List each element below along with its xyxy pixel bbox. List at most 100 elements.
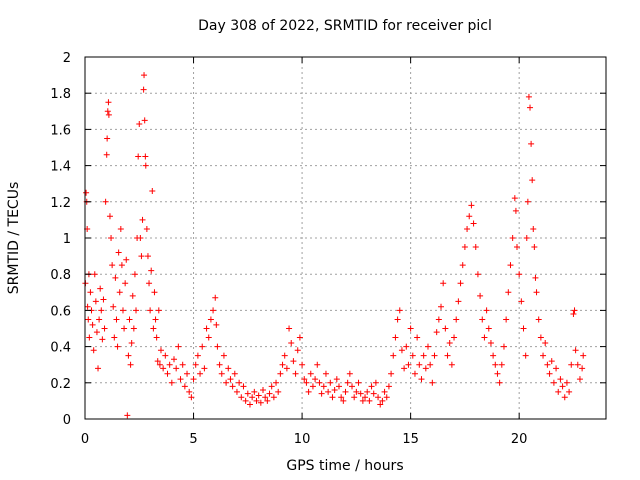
data-point — [470, 220, 477, 227]
data-point — [106, 213, 113, 220]
data-point — [127, 361, 134, 368]
data-point — [223, 379, 230, 386]
data-point — [286, 325, 293, 332]
x-tick-label: 10 — [294, 432, 311, 447]
data-point — [160, 365, 167, 372]
data-point — [268, 383, 275, 390]
data-point — [142, 153, 149, 160]
data-point — [403, 343, 410, 350]
data-point — [151, 289, 158, 296]
data-point — [244, 390, 251, 397]
data-point — [95, 365, 102, 372]
data-point — [530, 225, 537, 232]
data-point — [364, 388, 371, 395]
data-point — [327, 379, 334, 386]
data-point — [579, 365, 586, 372]
data-point — [531, 244, 538, 251]
data-point — [184, 370, 191, 377]
data-point — [257, 399, 264, 406]
x-tick-label: 5 — [189, 432, 197, 447]
data-point — [162, 352, 169, 359]
data-point — [307, 370, 314, 377]
data-point — [309, 383, 316, 390]
data-point — [114, 343, 121, 350]
y-tick-label: 1.6 — [50, 123, 71, 138]
data-point — [240, 383, 247, 390]
data-point — [213, 321, 220, 328]
data-point — [513, 244, 520, 251]
y-tick-label: 1 — [63, 232, 71, 247]
data-point — [409, 352, 416, 359]
data-point — [455, 298, 462, 305]
data-point — [305, 388, 312, 395]
data-point — [372, 379, 379, 386]
data-point — [199, 343, 206, 350]
data-point — [131, 271, 138, 278]
data-point — [542, 339, 549, 346]
data-point — [394, 316, 401, 323]
data-point — [383, 394, 390, 401]
data-point — [168, 379, 175, 386]
x-tick-label: 15 — [402, 432, 419, 447]
data-point — [220, 352, 227, 359]
data-point — [128, 339, 135, 346]
data-point — [344, 379, 351, 386]
data-point — [346, 370, 353, 377]
data-point — [457, 280, 464, 287]
data-point — [301, 376, 308, 383]
data-point — [83, 189, 90, 196]
data-point — [388, 370, 395, 377]
data-point — [523, 235, 530, 241]
data-point — [572, 347, 579, 354]
data-point — [520, 325, 527, 332]
data-point — [154, 358, 161, 365]
data-point — [288, 339, 295, 346]
data-point — [477, 292, 484, 299]
x-axis-label: GPS time / hours — [286, 458, 403, 474]
data-point — [93, 329, 100, 336]
data-point — [396, 307, 403, 314]
data-point — [171, 356, 178, 363]
plot-points — [82, 72, 587, 419]
data-point — [559, 383, 566, 390]
data-point — [342, 388, 349, 395]
data-point — [527, 104, 534, 111]
data-point — [149, 187, 156, 194]
data-point — [192, 361, 199, 368]
data-point — [540, 352, 547, 359]
data-point — [398, 347, 405, 354]
data-point — [446, 339, 453, 346]
data-point — [102, 198, 109, 205]
data-point — [113, 316, 120, 323]
data-point — [544, 361, 551, 368]
data-point — [498, 361, 505, 368]
data-point — [325, 388, 332, 395]
data-point — [431, 352, 438, 359]
data-point — [576, 376, 583, 383]
data-point — [299, 361, 306, 368]
data-point — [101, 325, 108, 332]
data-point — [427, 361, 434, 368]
data-point — [156, 361, 163, 368]
data-point — [570, 311, 577, 318]
data-point — [555, 388, 562, 395]
data-point — [100, 296, 107, 303]
data-point — [125, 352, 132, 359]
data-point — [137, 235, 144, 241]
data-point — [472, 244, 479, 251]
data-point — [375, 394, 382, 401]
data-point — [112, 274, 119, 281]
data-point — [418, 376, 425, 383]
data-point — [218, 370, 225, 377]
data-point — [468, 202, 475, 209]
data-point — [548, 358, 555, 365]
data-point — [129, 292, 136, 299]
data-point — [105, 99, 112, 106]
data-point — [385, 383, 392, 390]
data-point — [231, 370, 238, 377]
data-point — [91, 271, 98, 278]
data-point — [142, 162, 149, 169]
data-point — [233, 388, 240, 395]
data-point — [368, 383, 375, 390]
data-point — [296, 334, 303, 341]
